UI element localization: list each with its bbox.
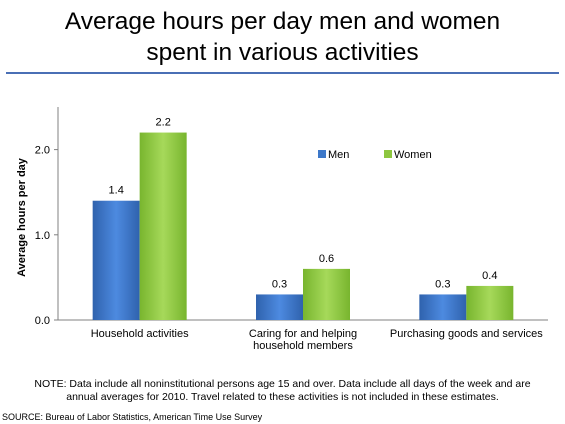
bar-women (303, 268, 350, 320)
title-divider (6, 72, 559, 74)
data-label: 0.3 (435, 278, 450, 290)
legend-label-men: Men (328, 149, 349, 161)
legend-swatch-men (318, 150, 326, 158)
bar-women (466, 285, 514, 320)
x-tick-label: household members (253, 340, 353, 352)
bar-men (256, 294, 303, 320)
data-label: 2.2 (156, 117, 171, 129)
data-label: 0.3 (272, 278, 287, 290)
y-tick-label: 2.0 (35, 145, 50, 157)
note-line-1: NOTE: Data include all noninstitutional … (34, 378, 531, 390)
y-tick-label: 0.0 (35, 315, 50, 327)
chart-source: SOURCE: Bureau of Labor Statistics, Amer… (2, 412, 263, 422)
slide-title-line-2: spent in various activities (146, 39, 419, 66)
legend-swatch-women (384, 150, 392, 158)
y-tick-label: 1.0 (35, 230, 50, 242)
x-tick-label: Household activities (91, 328, 189, 340)
slide-title-line-1: Average hours per day men and women (64, 8, 501, 35)
bar-women (139, 132, 187, 320)
y-axis-title: Average hours per day (16, 157, 28, 277)
slide-title: Average hours per day men and women spen… (0, 6, 565, 68)
data-label: 0.6 (319, 253, 334, 265)
bar-men (92, 200, 140, 320)
x-tick-label: Caring for and helping (249, 328, 357, 340)
data-label: 1.4 (109, 185, 124, 197)
x-tick-label: Purchasing goods and services (390, 328, 543, 340)
chart-note: NOTE: Data include all noninstitutional … (0, 378, 565, 404)
bar-men (419, 294, 467, 320)
note-line-2: annual averages for 2010. Travel related… (66, 391, 499, 403)
data-label: 0.4 (482, 270, 497, 282)
legend-label-women: Women (394, 149, 432, 161)
